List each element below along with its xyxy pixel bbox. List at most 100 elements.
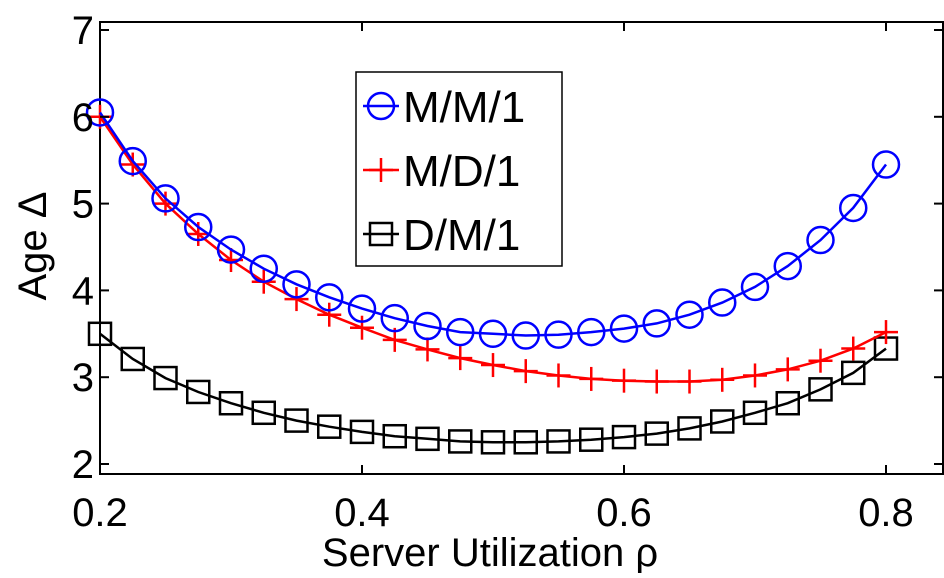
series-md1-point [841, 336, 866, 361]
ticks: 0.2 0.4 0.6 0.8 2 3 4 5 6 7 [72, 9, 943, 535]
y-tick-label: 5 [72, 183, 94, 227]
series-dm1-point [317, 414, 342, 439]
series-mm1-point [609, 314, 639, 343]
series-mm1-point [740, 272, 770, 302]
series-dm1-line [99, 332, 887, 444]
x-tick-label: 0.4 [334, 491, 390, 535]
series-mm1-point [282, 270, 311, 299]
legend-item-dm1: D/M/1 [363, 211, 520, 260]
series-dm1-point [218, 390, 244, 416]
series-md1-point [415, 337, 440, 362]
y-tick-label: 6 [72, 96, 94, 140]
series-md1-point [481, 353, 505, 378]
series-md1-point [677, 369, 702, 394]
series-dm1-point [546, 429, 571, 454]
series-mm1-point [773, 251, 802, 281]
series-mm1-point [151, 184, 180, 213]
series-dm1-point [87, 321, 113, 347]
series-mm1-point [642, 309, 671, 338]
series-md1-point [350, 315, 374, 340]
series-mm1-point [544, 320, 573, 349]
y-axis-label: Age Δ [11, 191, 55, 300]
series-mm1-point [118, 146, 147, 176]
series-mm1-point [675, 300, 704, 329]
series-dm1-point [644, 421, 669, 446]
series-mm1-point [871, 150, 901, 179]
series-dm1-point [513, 430, 538, 455]
legend-marker-dm1 [368, 221, 394, 247]
series-md1-point [448, 346, 473, 371]
series-mm1-point [413, 311, 442, 341]
series-dm1-point [415, 426, 440, 452]
series-dm1-point [153, 365, 178, 391]
series-mm1-point [380, 303, 409, 333]
series-md1-point [874, 320, 898, 345]
y-tick-label: 4 [72, 269, 94, 313]
series-mm1-point [478, 319, 508, 349]
plot-frame [99, 21, 944, 475]
series-dm1-point [349, 419, 375, 445]
series-dm1-point [448, 429, 473, 454]
series-dm1-point [382, 423, 407, 449]
series-dm1-point [579, 427, 604, 452]
x-axis-label: Server Utilization ρ [322, 531, 658, 573]
series-md1-point [317, 302, 342, 327]
series-md1-point [743, 363, 767, 388]
series-md1-point [612, 368, 636, 393]
series-md1-point [513, 359, 538, 384]
legend: M/M/1 M/D/1 D/M/1 [355, 71, 563, 267]
x-tick-label: 0.8 [858, 491, 914, 535]
series-dm1-point [710, 409, 735, 434]
series-dm1-point [677, 416, 702, 441]
legend-label-mm1: M/M/1 [403, 83, 525, 132]
series-dm1-point [251, 400, 276, 426]
series-mm1-point [839, 193, 868, 223]
y-tick-label: 2 [72, 443, 94, 487]
series-mm1 [85, 98, 901, 350]
series-mm1-point [708, 288, 737, 317]
legend-marker-mm1 [366, 91, 396, 121]
series-md1-point [775, 357, 800, 382]
series-md1-point [644, 369, 669, 394]
series-dm1-point [775, 390, 800, 416]
series-mm1-point [446, 317, 475, 347]
series-dm1-point [120, 346, 145, 372]
series-dm1-point [808, 377, 833, 402]
series-dm1-point [186, 379, 211, 405]
series-mm1-point [85, 98, 115, 127]
series-dm1-point [841, 360, 866, 386]
series-mm1-line [98, 111, 887, 337]
series-md1-point [120, 152, 145, 177]
series-mm1-point [347, 294, 377, 323]
legend-item-md1: M/D/1 [363, 147, 520, 196]
series-mm1-point [511, 321, 540, 350]
y-tick-label: 3 [72, 356, 94, 400]
series-md1-point [284, 287, 309, 312]
legend-marker-md1 [369, 158, 393, 182]
series-md1-point [808, 348, 833, 373]
series-dm1-point [611, 424, 637, 450]
series-dm1-point [284, 408, 309, 433]
series-dm1-point [742, 400, 768, 426]
series-mm1-point [249, 254, 278, 283]
x-tick-label: 0.6 [596, 491, 652, 535]
legend-item-mm1: M/M/1 [363, 83, 525, 132]
series-mm1-point [315, 283, 344, 312]
x-tick-label: 0.2 [72, 491, 128, 535]
legend-label-dm1: D/M/1 [403, 211, 520, 260]
series-mm1-point [216, 235, 246, 264]
series-mm1-point [184, 212, 213, 242]
legend-label-md1: M/D/1 [403, 147, 520, 196]
y-tick-label: 7 [72, 9, 94, 53]
series-md1-point [546, 363, 571, 388]
series-dm1 [87, 321, 899, 455]
series-mm1-point [577, 317, 606, 347]
series-dm1-point [480, 430, 506, 455]
series-md1 [88, 104, 898, 394]
series-md1-point [579, 366, 604, 391]
series-mm1-point [806, 225, 835, 255]
series-md1-point [710, 367, 735, 392]
plot-area [85, 21, 944, 475]
